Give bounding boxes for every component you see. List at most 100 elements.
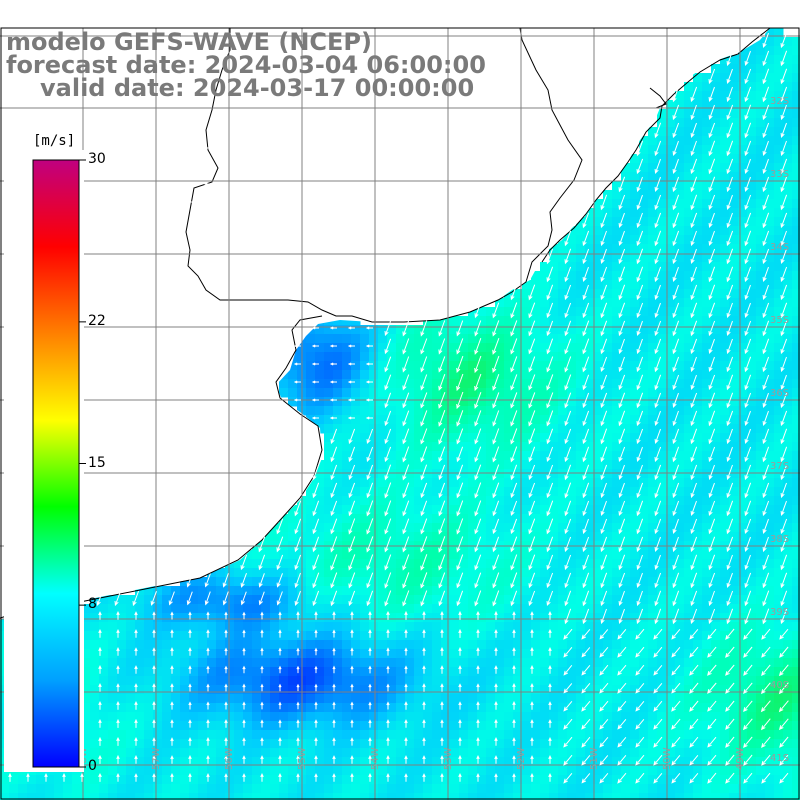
wind-arrow bbox=[224, 647, 228, 656]
wind-arrow bbox=[494, 647, 498, 656]
wind-arrow bbox=[743, 682, 753, 695]
wind-arrow bbox=[708, 572, 716, 589]
wind-arrow bbox=[546, 464, 554, 481]
wind-arrow bbox=[599, 718, 609, 730]
wind-arrow bbox=[617, 646, 627, 658]
wind-arrow bbox=[780, 266, 788, 283]
wind-arrow bbox=[314, 611, 318, 620]
wind-arrow bbox=[438, 410, 446, 427]
wind-arrow bbox=[654, 140, 662, 157]
wind-arrow bbox=[618, 428, 626, 445]
wind-arrow bbox=[311, 344, 319, 348]
wind-arrow bbox=[474, 518, 482, 535]
wind-arrow bbox=[188, 737, 192, 746]
longitude-label: 52W bbox=[516, 747, 527, 770]
wind-arrow bbox=[296, 611, 300, 620]
wind-arrow bbox=[330, 500, 338, 517]
wind-arrow bbox=[384, 554, 392, 571]
longitude-label: 55W bbox=[297, 747, 308, 770]
wind-arrow bbox=[779, 754, 789, 766]
wind-arrow bbox=[690, 176, 698, 193]
wind-arrow bbox=[296, 719, 300, 728]
wind-arrow bbox=[242, 647, 246, 656]
wind-arrow bbox=[476, 629, 480, 638]
wind-arrow bbox=[618, 446, 626, 463]
wind-arrow bbox=[672, 122, 680, 139]
wind-arrow bbox=[690, 464, 698, 481]
wind-arrow bbox=[384, 464, 392, 481]
wind-arrow bbox=[690, 410, 698, 427]
wind-arrow bbox=[654, 356, 662, 373]
wind-arrow bbox=[365, 362, 373, 366]
wind-arrow bbox=[708, 608, 716, 625]
wind-arrow bbox=[438, 338, 446, 355]
wind-arrow bbox=[494, 610, 498, 620]
wind-arrow bbox=[420, 590, 428, 607]
wind-arrow bbox=[564, 608, 572, 625]
wind-arrow bbox=[170, 665, 174, 674]
wind-arrow bbox=[744, 140, 752, 157]
wind-arrow bbox=[476, 719, 480, 728]
wind-arrow bbox=[672, 608, 680, 625]
wind-arrow bbox=[726, 392, 734, 409]
latitude-label: 35S bbox=[770, 315, 789, 326]
wind-arrow bbox=[332, 719, 336, 728]
wind-arrow bbox=[294, 590, 301, 606]
wind-arrow bbox=[636, 410, 644, 427]
wind-arrow bbox=[653, 754, 663, 766]
wind-arrow bbox=[780, 104, 787, 121]
wind-arrow bbox=[761, 664, 771, 677]
wind-arrow bbox=[404, 719, 408, 728]
wind-arrow bbox=[725, 682, 735, 694]
wind-arrow bbox=[188, 629, 192, 638]
wind-arrow bbox=[672, 320, 680, 337]
wind-arrow bbox=[188, 773, 192, 782]
wind-arrow bbox=[438, 482, 446, 499]
wind-arrow bbox=[134, 701, 138, 710]
wind-arrow bbox=[618, 212, 625, 228]
wind-arrow bbox=[708, 302, 716, 319]
wind-arrow bbox=[512, 683, 516, 692]
wind-arrow bbox=[474, 572, 482, 589]
wind-arrow bbox=[422, 701, 426, 710]
wind-arrow bbox=[725, 718, 735, 730]
wind-arrow bbox=[474, 464, 482, 481]
wind-arrow bbox=[546, 374, 554, 391]
wind-arrow bbox=[726, 158, 734, 175]
wind-arrow bbox=[617, 718, 627, 730]
wind-arrow bbox=[98, 754, 102, 764]
wind-arrow bbox=[600, 572, 608, 589]
wind-arrow bbox=[726, 284, 734, 301]
wind-arrow bbox=[708, 320, 716, 337]
wind-arrow bbox=[494, 665, 498, 674]
wind-arrow bbox=[294, 572, 301, 589]
wind-arrow bbox=[618, 356, 625, 373]
wind-arrow bbox=[618, 464, 625, 480]
wind-arrow bbox=[780, 50, 788, 67]
wind-arrow bbox=[672, 212, 680, 229]
wind-arrow bbox=[347, 344, 355, 348]
wind-arrow bbox=[420, 482, 428, 499]
wind-arrow bbox=[456, 338, 464, 355]
wind-arrow bbox=[707, 682, 717, 694]
wind-arrow bbox=[293, 380, 301, 384]
wind-arrow bbox=[116, 683, 120, 692]
wind-arrow bbox=[618, 284, 626, 301]
wind-arrow bbox=[440, 701, 444, 710]
wind-arrow bbox=[564, 590, 572, 607]
wind-arrow bbox=[564, 464, 572, 481]
wind-arrow bbox=[654, 212, 662, 229]
wind-arrow bbox=[224, 719, 228, 728]
wind-arrow bbox=[762, 374, 770, 391]
wind-arrow bbox=[762, 428, 770, 445]
wind-arrow bbox=[402, 536, 410, 553]
wind-arrow bbox=[510, 338, 518, 355]
wind-arrow bbox=[653, 682, 663, 694]
wind-arrow bbox=[762, 500, 770, 517]
wind-arrow bbox=[240, 591, 247, 606]
wind-arrow bbox=[780, 158, 788, 175]
wind-arrow bbox=[726, 608, 734, 625]
wind-arrow bbox=[458, 647, 462, 656]
latitude-label: 39S bbox=[770, 607, 789, 618]
wind-arrow bbox=[438, 392, 446, 409]
